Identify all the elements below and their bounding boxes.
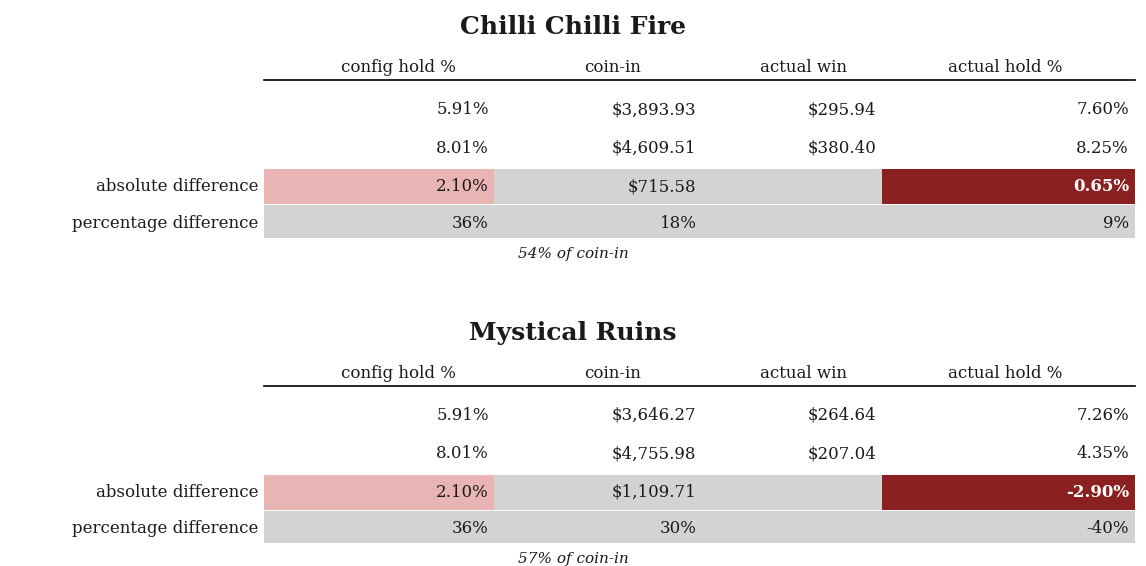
Text: 5.91%: 5.91% [437, 407, 488, 424]
Bar [494, 205, 702, 241]
Text: $295.94: $295.94 [808, 101, 877, 118]
Text: config hold %: config hold % [342, 365, 456, 382]
Text: 18%: 18% [660, 215, 697, 231]
Bar [702, 511, 882, 546]
Text: coin-in: coin-in [583, 365, 641, 382]
Bar [882, 169, 1135, 204]
Text: percentage difference: percentage difference [72, 520, 259, 537]
Bar [494, 511, 702, 546]
Text: $380.40: $380.40 [807, 140, 877, 157]
Text: absolute difference: absolute difference [96, 178, 259, 195]
Text: -40%: -40% [1086, 520, 1129, 537]
Bar [882, 205, 1135, 241]
Text: 9%: 9% [1102, 215, 1129, 231]
Text: 7.60%: 7.60% [1076, 101, 1129, 118]
Text: absolute difference: absolute difference [96, 484, 259, 501]
Text: 2.10%: 2.10% [435, 484, 488, 501]
Text: $264.64: $264.64 [808, 407, 877, 424]
Text: Mystical Ruins: Mystical Ruins [469, 321, 677, 345]
Text: coin-in: coin-in [583, 59, 641, 76]
Text: 36%: 36% [452, 215, 488, 231]
Text: 8.01%: 8.01% [435, 445, 488, 462]
Text: 57% of coin-in: 57% of coin-in [518, 552, 628, 566]
Text: 2.10%: 2.10% [435, 178, 488, 195]
Bar [264, 205, 494, 241]
Text: 4.35%: 4.35% [1076, 445, 1129, 462]
Text: 54% of coin-in: 54% of coin-in [518, 247, 628, 260]
Text: $3,646.27: $3,646.27 [612, 407, 697, 424]
Text: -2.90%: -2.90% [1066, 484, 1129, 501]
Bar [702, 169, 882, 204]
Bar [264, 169, 494, 204]
Text: $715.58: $715.58 [628, 178, 697, 195]
Text: $3,893.93: $3,893.93 [612, 101, 697, 118]
Text: actual win: actual win [760, 59, 847, 76]
Text: Chilli Chilli Fire: Chilli Chilli Fire [460, 15, 686, 39]
Bar [494, 169, 702, 204]
Bar [264, 475, 494, 510]
Text: 7.26%: 7.26% [1076, 407, 1129, 424]
Text: $207.04: $207.04 [807, 445, 877, 462]
Text: actual hold %: actual hold % [948, 365, 1062, 382]
Text: 5.91%: 5.91% [437, 101, 488, 118]
Text: $1,109.71: $1,109.71 [612, 484, 697, 501]
Text: $4,755.98: $4,755.98 [612, 445, 697, 462]
Bar [264, 511, 494, 546]
Text: 36%: 36% [452, 520, 488, 537]
Text: config hold %: config hold % [342, 59, 456, 76]
Text: 0.65%: 0.65% [1073, 178, 1129, 195]
Text: 8.25%: 8.25% [1076, 140, 1129, 157]
Bar [702, 475, 882, 510]
Text: actual hold %: actual hold % [948, 59, 1062, 76]
Bar [882, 511, 1135, 546]
Bar [882, 475, 1135, 510]
Text: $4,609.51: $4,609.51 [612, 140, 697, 157]
Text: percentage difference: percentage difference [72, 215, 259, 231]
Text: 30%: 30% [660, 520, 697, 537]
Text: actual win: actual win [760, 365, 847, 382]
Text: 8.01%: 8.01% [435, 140, 488, 157]
Bar [494, 475, 702, 510]
Bar [702, 205, 882, 241]
